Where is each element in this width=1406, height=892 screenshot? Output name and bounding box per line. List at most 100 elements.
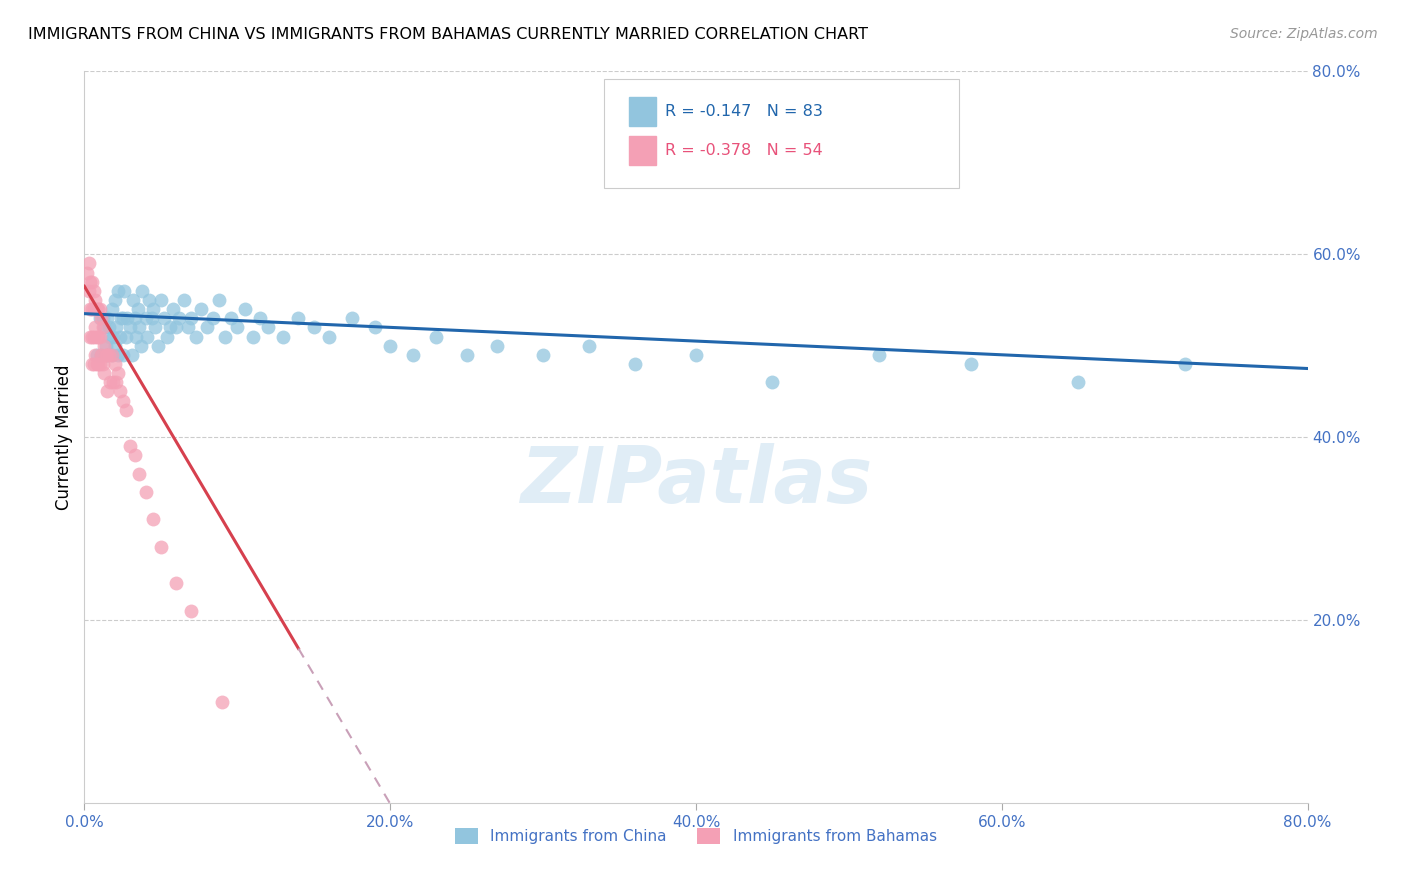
Point bbox=[83, 357, 105, 371]
Point bbox=[165, 320, 187, 334]
Point bbox=[91, 320, 114, 334]
FancyBboxPatch shape bbox=[605, 78, 959, 188]
Point bbox=[249, 311, 271, 326]
Point bbox=[115, 311, 138, 326]
Point bbox=[79, 301, 101, 317]
Point bbox=[89, 301, 111, 317]
Point bbox=[128, 467, 150, 481]
Text: R = -0.378   N = 54: R = -0.378 N = 54 bbox=[665, 143, 823, 158]
Point bbox=[138, 293, 160, 307]
Point bbox=[84, 348, 107, 362]
Point bbox=[108, 329, 131, 343]
Point bbox=[141, 311, 163, 326]
Point bbox=[287, 311, 309, 326]
Point bbox=[108, 384, 131, 399]
Point bbox=[456, 348, 478, 362]
Point bbox=[101, 301, 124, 317]
Point bbox=[87, 357, 110, 371]
Point bbox=[142, 301, 165, 317]
Point bbox=[107, 366, 129, 380]
Point bbox=[111, 393, 134, 408]
Point bbox=[127, 301, 149, 317]
Point bbox=[83, 301, 105, 317]
Bar bbox=[628, 136, 655, 165]
Point bbox=[380, 338, 402, 352]
Point bbox=[89, 357, 111, 371]
Point bbox=[125, 329, 148, 343]
Point bbox=[97, 320, 120, 334]
Point bbox=[77, 256, 100, 270]
Point bbox=[93, 320, 115, 334]
Point bbox=[184, 329, 207, 343]
Point bbox=[104, 357, 127, 371]
Point bbox=[531, 348, 554, 362]
Text: R = -0.147   N = 83: R = -0.147 N = 83 bbox=[665, 104, 824, 120]
Point bbox=[257, 320, 280, 334]
Point bbox=[86, 329, 108, 343]
Point bbox=[142, 512, 165, 526]
Point bbox=[121, 348, 143, 362]
Point bbox=[114, 329, 136, 343]
Point bbox=[111, 311, 134, 326]
Point bbox=[98, 329, 121, 343]
Point bbox=[226, 320, 249, 334]
Point bbox=[364, 320, 387, 334]
Point bbox=[110, 311, 132, 326]
Point bbox=[177, 320, 200, 334]
Point bbox=[79, 275, 101, 289]
Point bbox=[83, 329, 105, 343]
Point bbox=[94, 338, 117, 352]
Point bbox=[89, 329, 111, 343]
Point bbox=[104, 338, 127, 352]
Point bbox=[91, 311, 114, 326]
Point bbox=[90, 348, 112, 362]
Point bbox=[214, 329, 236, 343]
Point bbox=[80, 357, 103, 371]
Point bbox=[402, 348, 425, 362]
Point bbox=[124, 448, 146, 462]
Point bbox=[340, 311, 363, 326]
Point bbox=[98, 375, 121, 389]
Point bbox=[83, 284, 105, 298]
Point bbox=[101, 348, 124, 362]
Point bbox=[219, 311, 242, 326]
Point bbox=[104, 293, 127, 307]
Point bbox=[153, 311, 176, 326]
Point bbox=[107, 284, 129, 298]
Point bbox=[271, 329, 294, 343]
Point bbox=[91, 357, 114, 371]
Point bbox=[93, 338, 115, 352]
Point bbox=[105, 320, 128, 334]
Point bbox=[302, 320, 325, 334]
Point bbox=[80, 301, 103, 317]
Text: IMMIGRANTS FROM CHINA VS IMMIGRANTS FROM BAHAMAS CURRENTLY MARRIED CORRELATION C: IMMIGRANTS FROM CHINA VS IMMIGRANTS FROM… bbox=[28, 27, 868, 42]
Point bbox=[960, 357, 983, 371]
Point bbox=[1174, 357, 1197, 371]
Point bbox=[86, 357, 108, 371]
Point bbox=[180, 311, 202, 326]
Point bbox=[114, 402, 136, 417]
Point bbox=[135, 485, 157, 500]
Point bbox=[111, 348, 134, 362]
Point bbox=[425, 329, 447, 343]
Point bbox=[685, 348, 707, 362]
Point bbox=[77, 284, 100, 298]
Point bbox=[76, 266, 98, 280]
Point bbox=[486, 338, 509, 352]
Point bbox=[97, 348, 120, 362]
Bar bbox=[628, 97, 655, 127]
Point bbox=[149, 540, 172, 554]
Point bbox=[84, 320, 107, 334]
Point bbox=[87, 301, 110, 317]
Point bbox=[143, 320, 166, 334]
Point bbox=[624, 357, 647, 371]
Text: ZIPatlas: ZIPatlas bbox=[520, 443, 872, 519]
Point bbox=[120, 439, 142, 453]
Point bbox=[146, 338, 169, 352]
Point bbox=[79, 329, 101, 343]
Point bbox=[869, 348, 891, 362]
Point bbox=[129, 338, 152, 352]
Point bbox=[103, 329, 125, 343]
Point bbox=[90, 348, 112, 362]
Point bbox=[84, 293, 107, 307]
